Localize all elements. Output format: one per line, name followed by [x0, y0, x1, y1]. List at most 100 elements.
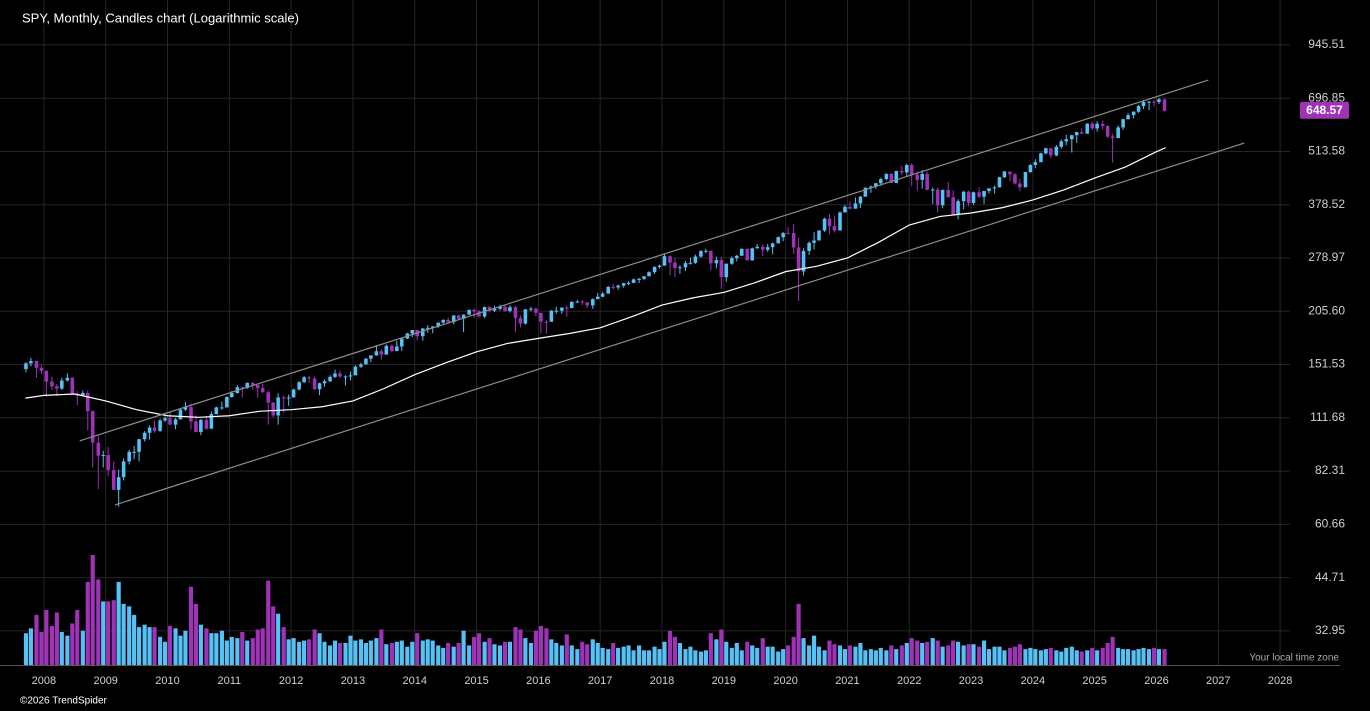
candle-body — [889, 173, 894, 183]
volume-bar — [54, 612, 59, 665]
volume-bar — [513, 627, 518, 665]
volume-bar — [507, 641, 513, 665]
volume-bar — [1038, 650, 1043, 665]
candle-body — [642, 276, 646, 279]
candle-body — [343, 376, 348, 378]
volume-bar — [657, 649, 662, 665]
volume-bar — [889, 645, 894, 665]
volume-bar — [569, 645, 574, 665]
volume-bar — [394, 641, 399, 665]
candle-body — [776, 237, 780, 244]
volume-bar — [915, 640, 920, 665]
candle-body — [353, 366, 358, 376]
y-tick-label: 60.66 — [1315, 517, 1345, 531]
candle-body — [858, 196, 863, 204]
candle-body — [920, 173, 925, 180]
x-tick-label: 2027 — [1206, 675, 1230, 687]
volume-bar — [544, 628, 549, 665]
volume-bar — [1023, 649, 1028, 665]
volume-bar — [986, 649, 992, 665]
candle-body — [503, 306, 507, 312]
candle-body — [132, 451, 136, 453]
volume-bar — [626, 645, 631, 665]
candle-body — [935, 189, 940, 206]
candle-body — [461, 314, 466, 319]
candle-body — [348, 375, 353, 377]
volume-bar — [1012, 646, 1018, 665]
candle-body — [637, 278, 641, 280]
volume-bar — [1059, 651, 1064, 665]
volume-bar — [327, 645, 333, 665]
volume-bar — [96, 579, 101, 665]
candle-body — [24, 363, 28, 370]
volume-bar — [147, 627, 152, 665]
volume-bar — [420, 640, 425, 665]
candle-body — [1018, 183, 1022, 188]
volume-bar — [158, 636, 163, 665]
volume-bar — [286, 639, 291, 665]
candle-body — [369, 355, 373, 359]
candle-body — [245, 382, 250, 388]
candle-body — [1008, 171, 1012, 175]
volume-bar — [714, 639, 719, 665]
candle-body — [1054, 146, 1059, 156]
candle-body — [549, 310, 554, 322]
candle-body — [307, 377, 311, 379]
moving-average — [25, 147, 1166, 418]
volume-bar — [137, 627, 142, 665]
volume-bar — [719, 629, 724, 665]
volume-bar — [538, 625, 543, 665]
volume-bar — [832, 644, 837, 665]
candle-body — [364, 358, 368, 365]
volume-bar — [940, 646, 945, 665]
volume-bar — [523, 638, 528, 665]
x-tick-label: 2018 — [650, 675, 674, 687]
y-tick-label: 44.71 — [1315, 570, 1345, 584]
volume-bar — [966, 644, 971, 665]
volume-bar — [853, 646, 858, 665]
candle-body — [688, 262, 693, 264]
volume-bar — [946, 645, 951, 665]
candle-body — [1002, 171, 1007, 178]
volume-bar — [585, 644, 590, 665]
candle-body — [909, 165, 914, 175]
x-tick-label: 2016 — [526, 675, 550, 687]
volume-bar — [847, 645, 852, 665]
volume-bar — [1162, 649, 1167, 665]
volume-bar — [502, 641, 508, 665]
volume-bar — [214, 633, 219, 665]
volume-bar — [1141, 647, 1146, 665]
candle-body — [606, 286, 611, 294]
x-tick-label: 2026 — [1144, 675, 1168, 687]
candle-body — [338, 373, 342, 377]
candle-body — [781, 233, 785, 238]
candle-body — [142, 432, 147, 440]
volume-bar — [436, 645, 441, 665]
candle-body — [1095, 123, 1099, 129]
volume-bar — [127, 606, 132, 665]
volume-bar — [255, 629, 260, 665]
volume-bar — [250, 638, 255, 665]
copyright: ©2026 TrendSpider — [20, 696, 108, 707]
candle-body — [1121, 119, 1125, 128]
candle-body — [297, 382, 301, 390]
candle-body — [508, 307, 512, 312]
volume-bar — [1110, 636, 1115, 665]
candle-body — [1074, 132, 1079, 136]
volume-bar — [106, 601, 111, 665]
volume-bar — [59, 632, 64, 665]
volume-bar — [75, 610, 80, 665]
x-tick-label: 2013 — [341, 675, 365, 687]
candle-body — [1059, 141, 1064, 147]
volume-bar — [101, 601, 106, 665]
x-tick-label: 2025 — [1082, 675, 1106, 687]
candle-body — [1070, 135, 1074, 140]
volume-bar — [306, 639, 312, 665]
volume-bar — [1136, 649, 1141, 665]
candle-body — [631, 279, 636, 283]
candle-body — [1116, 127, 1120, 139]
volume-bar — [374, 638, 379, 665]
candle-body — [580, 301, 585, 303]
candle-body — [600, 293, 605, 297]
